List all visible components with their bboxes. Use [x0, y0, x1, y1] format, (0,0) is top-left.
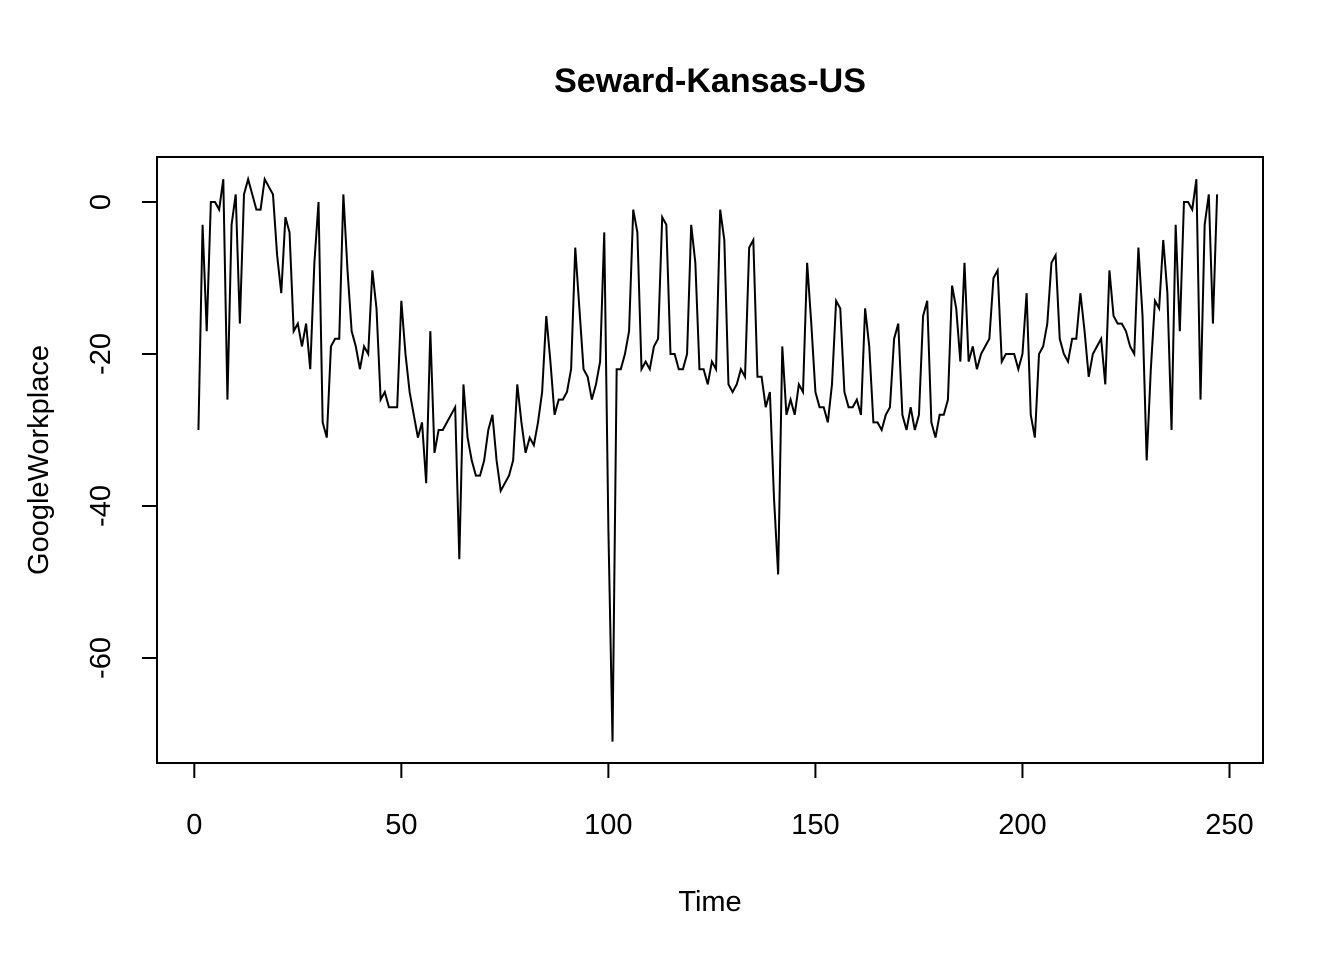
plot-frame: [156, 156, 1264, 764]
y-tick-label: -60: [85, 637, 117, 679]
x-tick-label: 200: [998, 809, 1046, 841]
y-tick-label: -40: [85, 485, 117, 527]
x-tick-label: 250: [1205, 809, 1253, 841]
y-tick-label: 0: [85, 194, 117, 210]
x-axis: 0 50 100 150 200 250: [186, 762, 1254, 841]
y-tick-label: -20: [85, 333, 117, 375]
series-line: [197, 175, 1219, 742]
y-axis: 0 -20 -40 -60: [85, 194, 158, 679]
x-tick-label: 0: [186, 809, 202, 841]
x-tick-label: 150: [791, 809, 839, 841]
y-axis-label: GoogleWorkplace: [23, 345, 55, 575]
x-tick-label: 100: [584, 809, 632, 841]
chart-title: Seward-Kansas-US: [554, 62, 866, 100]
x-tick-label: 50: [385, 809, 417, 841]
x-axis-label: Time: [678, 886, 741, 918]
